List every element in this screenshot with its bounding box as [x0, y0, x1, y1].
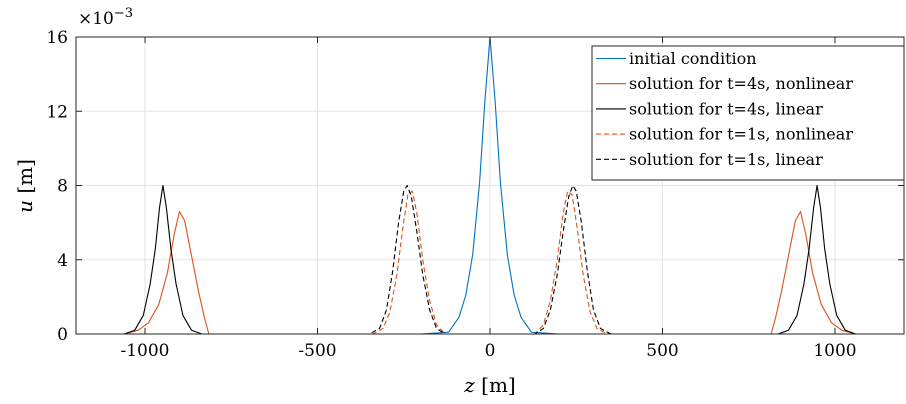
y-exponent-base: ×10	[78, 9, 114, 29]
x-tick-label-0: -1000	[120, 341, 169, 361]
x-tick-label-4: 1000	[813, 341, 856, 361]
ticks: -1000 -500 0 500 1000 0 4 8 12 16	[46, 28, 904, 361]
x-axis-var: z	[463, 373, 475, 397]
x-tick-label-3: 500	[646, 341, 678, 361]
legend-label-2: solution for t=4s, linear	[629, 99, 823, 118]
x-tick-label-1: -500	[298, 341, 336, 361]
legend-label-4: solution for t=1s, linear	[629, 150, 823, 169]
y-tick-label-3: 12	[46, 102, 68, 122]
legend-label-3: solution for t=1s, nonlinear	[629, 125, 853, 144]
x-axis-label: z [m]	[463, 373, 515, 397]
x-tick-label-2: 0	[485, 341, 496, 361]
y-exponent-label: ×10−3	[78, 6, 133, 29]
legend: initial condition solution for t=4s, nonl…	[591, 45, 905, 181]
y-tick-label-2: 8	[57, 177, 68, 197]
y-axis-unit: [m]	[13, 159, 37, 200]
y-tick-label-0: 0	[57, 325, 68, 345]
legend-label-1: solution for t=4s, nonlinear	[629, 74, 853, 93]
y-axis-label: u [m]	[13, 159, 37, 213]
y-exponent-power: −3	[114, 6, 133, 21]
legend-label-0: initial condition	[629, 49, 757, 68]
x-axis-unit: [m]	[475, 373, 516, 397]
legend-box	[591, 45, 905, 181]
y-tick-label-4: 16	[46, 28, 68, 48]
y-axis-var: u	[13, 200, 37, 213]
y-tick-label-1: 4	[57, 251, 68, 271]
